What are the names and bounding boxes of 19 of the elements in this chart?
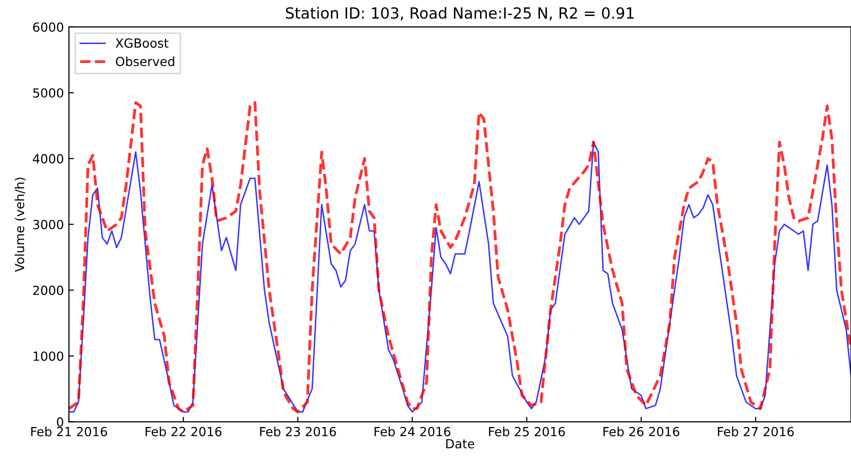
y-tick-label: 0 [56,417,64,427]
y-tick-label: 5000 [33,88,64,98]
x-tick-label: Feb 21 2016 [31,426,108,436]
x-tick-label: Feb 23 2016 [260,426,336,436]
x-axis-title: Date [446,439,474,448]
legend-label: XGBoost [116,38,168,48]
chart-title: Station ID: 103, Road Name:I-25 N, R2 = 0.91 [286,6,634,20]
y-tick-label: 6000 [33,22,64,32]
x-tick-label: Feb 25 2016 [489,426,565,436]
y-axis-title: Volume (veh/h) [14,178,26,272]
y-tick-label: 1000 [34,351,64,361]
legend-label: Observed [116,56,174,66]
x-tick-label: Feb 27 2016 [718,426,794,436]
y-tick-label: 2000 [33,286,64,296]
x-tick-label: Feb 24 2016 [374,426,450,436]
y-tick-label: 3000 [33,220,64,230]
x-tick-label: Feb 22 2016 [146,426,222,436]
y-tick-label: 4000 [32,154,64,164]
x-tick-label: Feb 26 2016 [604,426,680,436]
